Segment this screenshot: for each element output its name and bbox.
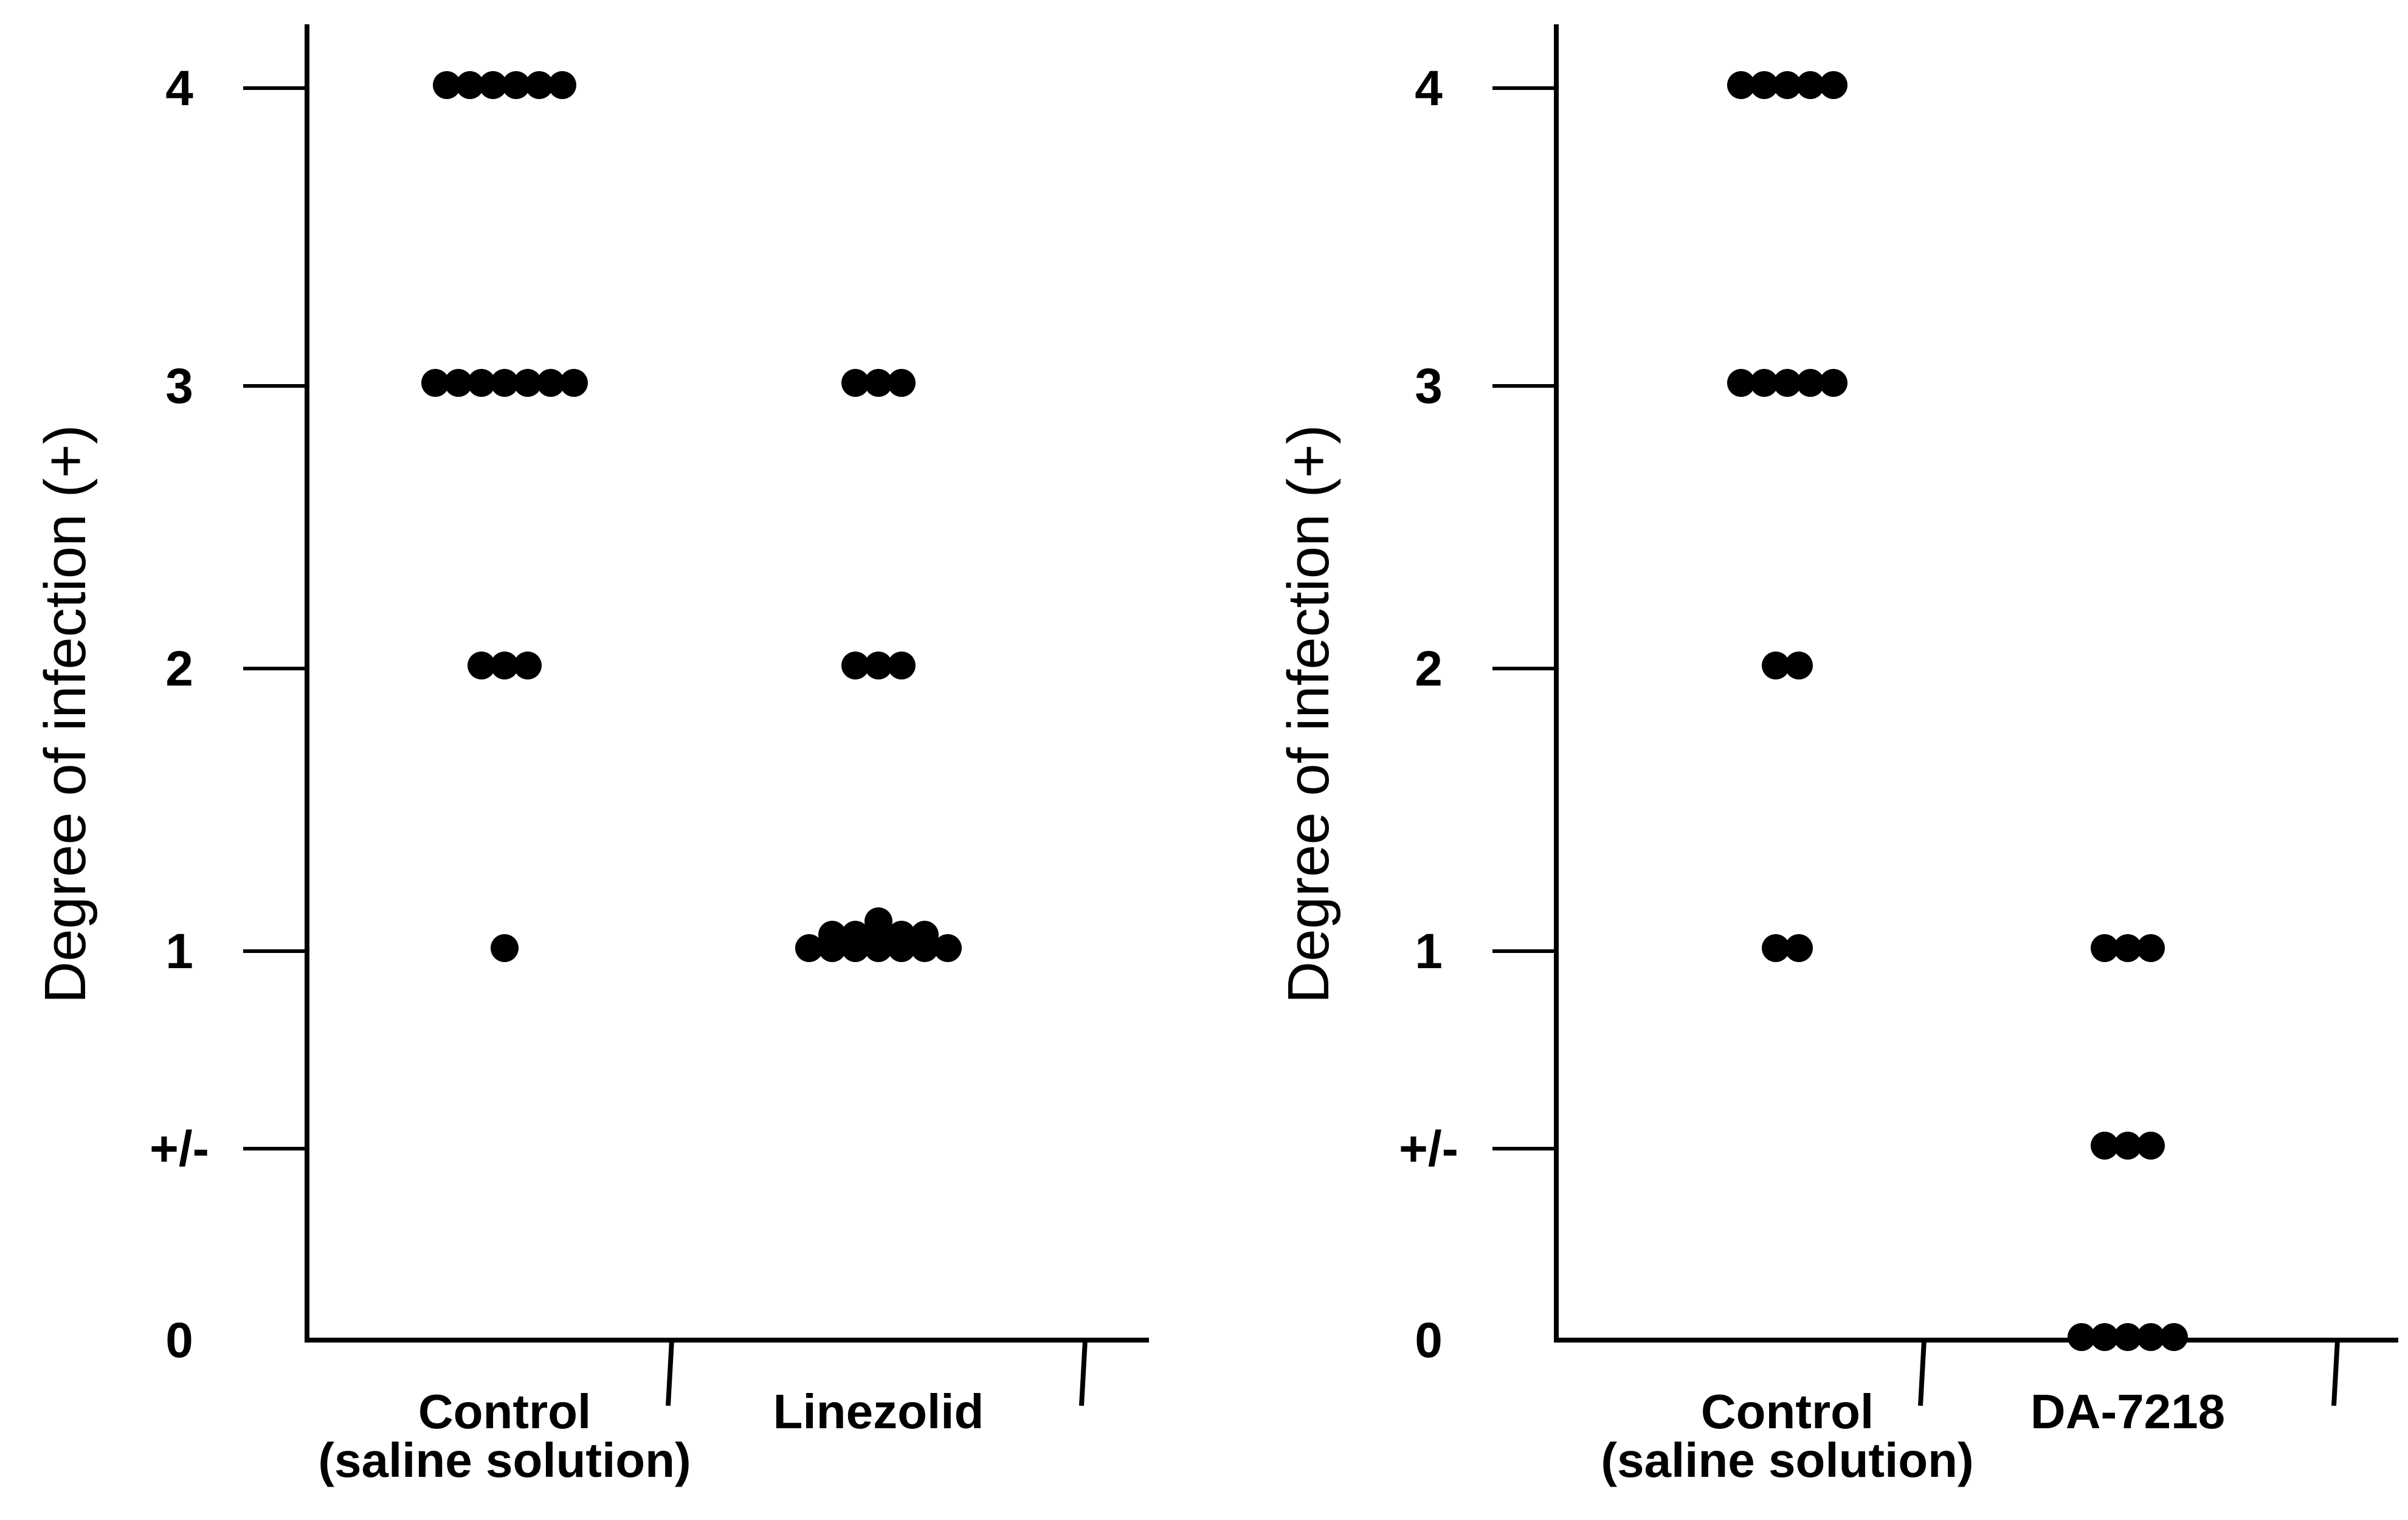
data-point <box>888 369 916 397</box>
data-point <box>525 71 553 99</box>
y-tick-label-4: 3 <box>1415 359 1443 414</box>
data-point <box>1762 652 1790 679</box>
y-tick-label-4: 3 <box>165 359 193 414</box>
y-tick-label-5: 4 <box>1415 61 1443 116</box>
category-label-1: Control <box>1701 1384 1874 1439</box>
panel-1: 0 +/- 1 2 3 4 Degree of infection (+) Control(s… <box>33 24 1149 1487</box>
data-point <box>2137 1323 2165 1351</box>
category-label-2: Linezolid <box>773 1384 984 1439</box>
data-point <box>888 652 916 679</box>
data-point <box>1820 71 1847 99</box>
data-point <box>818 921 846 949</box>
data-point <box>864 907 892 935</box>
data-point <box>1820 369 1847 397</box>
y-tick-label-3: 2 <box>1415 641 1443 696</box>
data-point <box>491 934 519 962</box>
data-point <box>467 369 495 397</box>
data-point <box>421 369 449 397</box>
data-point <box>841 921 869 949</box>
data-point <box>841 369 869 397</box>
data-point <box>1785 652 1813 679</box>
data-point <box>888 921 916 949</box>
data-point <box>1796 71 1824 99</box>
data-point <box>2091 1132 2119 1160</box>
data-point <box>456 71 484 99</box>
y-axis-title: Degree of infection (+) <box>33 425 98 1004</box>
data-point <box>2160 1323 2188 1351</box>
data-point <box>2137 1132 2165 1160</box>
data-point <box>514 369 542 397</box>
data-point <box>2114 1132 2142 1160</box>
y-tick-label-0: 0 <box>1415 1313 1443 1368</box>
data-point <box>1727 71 1755 99</box>
data-point <box>911 921 939 949</box>
data-point <box>795 934 823 962</box>
data-point <box>444 369 472 397</box>
data-point <box>502 71 530 99</box>
data-point <box>1773 71 1801 99</box>
y-tick-label-5: 4 <box>165 61 193 116</box>
data-point <box>2068 1323 2096 1351</box>
data-point <box>2091 1323 2119 1351</box>
y-tick-label-3: 2 <box>165 641 193 696</box>
data-point <box>467 652 495 679</box>
y-tick-label-1: +/- <box>150 1121 209 1177</box>
data-point <box>479 71 507 99</box>
data-point <box>864 369 892 397</box>
data-point <box>1727 369 1755 397</box>
data-point <box>491 652 519 679</box>
y-axis-title: Degree of infection (+) <box>1276 425 1341 1004</box>
data-point <box>2091 934 2119 962</box>
data-point <box>2114 1323 2142 1351</box>
category-label-1-line-2: (saline solution) <box>1601 1433 1973 1487</box>
data-point <box>1773 369 1801 397</box>
data-point <box>2137 934 2165 962</box>
data-point <box>514 652 542 679</box>
category-separator-2 <box>2331 1339 2340 1406</box>
data-point <box>864 652 892 679</box>
data-point <box>1796 369 1824 397</box>
data-point <box>537 369 565 397</box>
data-point <box>548 71 576 99</box>
y-tick-label-2: 1 <box>165 924 193 979</box>
category-label-1-line-2: (saline solution) <box>318 1433 691 1487</box>
data-point <box>1762 934 1790 962</box>
data-point <box>1785 934 1813 962</box>
data-point <box>1750 71 1778 99</box>
category-label-1: Control <box>418 1384 591 1439</box>
data-point <box>1750 369 1778 397</box>
category-label-2: DA-7218 <box>2030 1384 2225 1439</box>
data-point <box>841 652 869 679</box>
y-tick-label-0: 0 <box>165 1313 193 1368</box>
data-point <box>433 71 461 99</box>
data-point <box>934 934 962 962</box>
category-separator-2 <box>1079 1339 1088 1406</box>
y-tick-label-1: +/- <box>1399 1121 1458 1177</box>
category-separator-1 <box>1918 1339 1927 1406</box>
y-tick-label-2: 1 <box>1415 924 1443 979</box>
data-point <box>491 369 519 397</box>
category-separator-1 <box>666 1339 674 1406</box>
panel-2: 0 +/- 1 2 3 4 Degree of infection (+) Control(s… <box>1276 24 2398 1487</box>
data-point <box>560 369 588 397</box>
data-point <box>2114 934 2142 962</box>
